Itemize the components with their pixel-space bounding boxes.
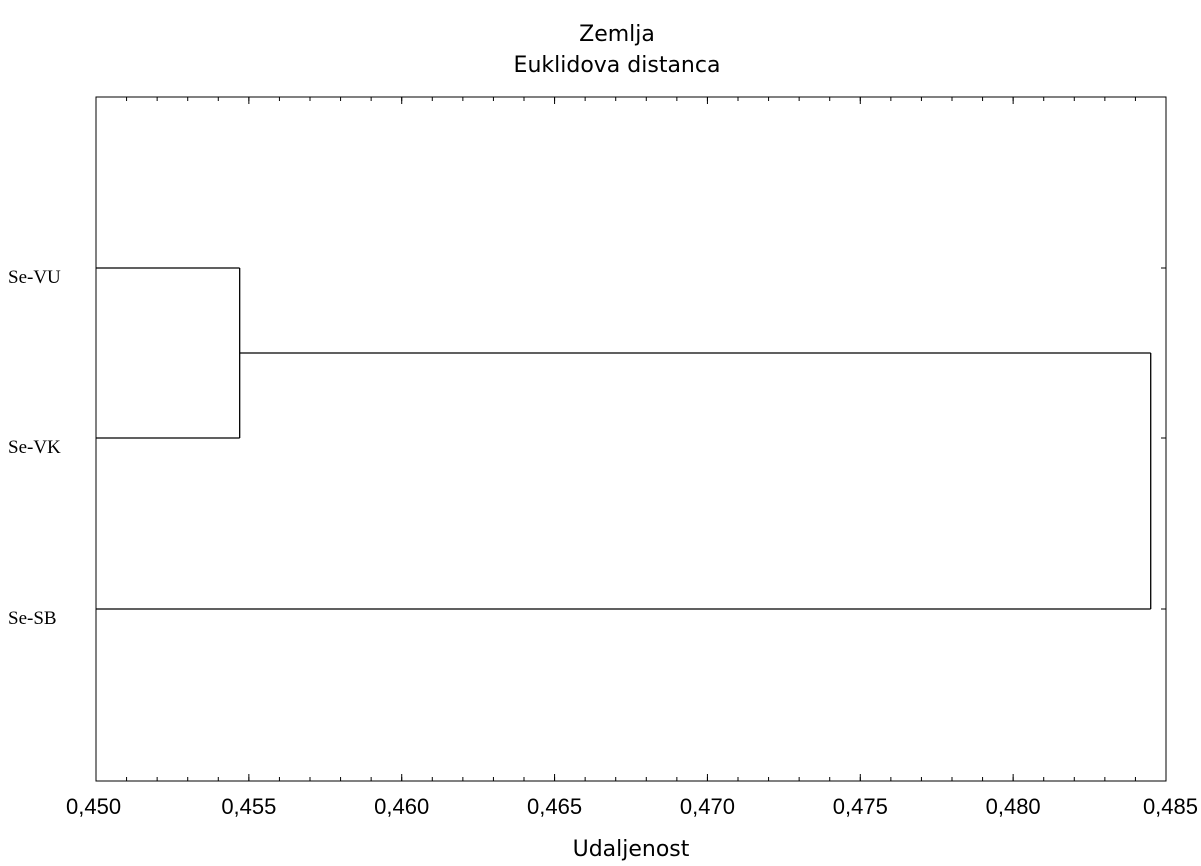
y-leaf-ticks [96,267,1166,610]
x-major-ticks [95,97,1167,781]
x-tick-label: 0,450 [66,794,121,819]
x-tick-label: 0,480 [986,794,1041,819]
leaf-label: Se-VU [8,267,61,288]
leaf-label: Se-VK [8,437,61,458]
leaf-labels: Se-VU Se-VK Se-SB [8,267,61,629]
x-tick-label: 0,485 [1143,794,1198,819]
x-tick-label: 0,460 [374,794,429,819]
x-tick-label: 0,475 [833,794,888,819]
x-tick-label: 0,470 [680,794,735,819]
x-axis-label: Udaljenost [573,837,690,862]
dendrogram-links [96,267,1152,610]
x-tick-label: 0,455 [221,794,276,819]
x-tick-label: 0,465 [527,794,582,819]
x-tick-labels: 0,450 0,455 0,460 0,465 0,470 0,475 0,480 0,485 [66,794,1198,819]
plot-frame [95,96,1167,782]
chart-title: Zemlja [579,22,655,47]
x-minor-ticks [95,97,1167,781]
chart-subtitle: Euklidova distanca [514,53,721,78]
leaf-label: Se-SB [8,608,57,629]
